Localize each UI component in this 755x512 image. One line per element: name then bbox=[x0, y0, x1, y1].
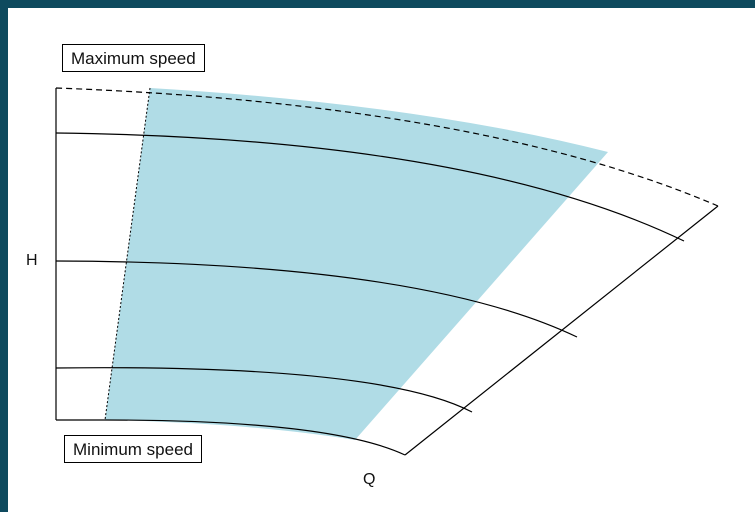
diagram-canvas: Maximum speed Minimum speed H Q bbox=[8, 8, 755, 512]
h-axis-label: H bbox=[26, 252, 38, 269]
operating-region bbox=[105, 88, 608, 440]
min-speed-curve bbox=[104, 419, 406, 456]
speed-curve-4 bbox=[55, 367, 473, 413]
pump-curve-diagram bbox=[55, 87, 719, 456]
speed-curve-2 bbox=[55, 132, 685, 242]
max-speed-label: Maximum speed bbox=[62, 44, 205, 72]
min-speed-label: Minimum speed bbox=[64, 435, 202, 463]
speed-curve-3 bbox=[55, 260, 578, 338]
runout-boundary bbox=[404, 205, 719, 456]
q-axis-label: Q bbox=[363, 471, 376, 488]
